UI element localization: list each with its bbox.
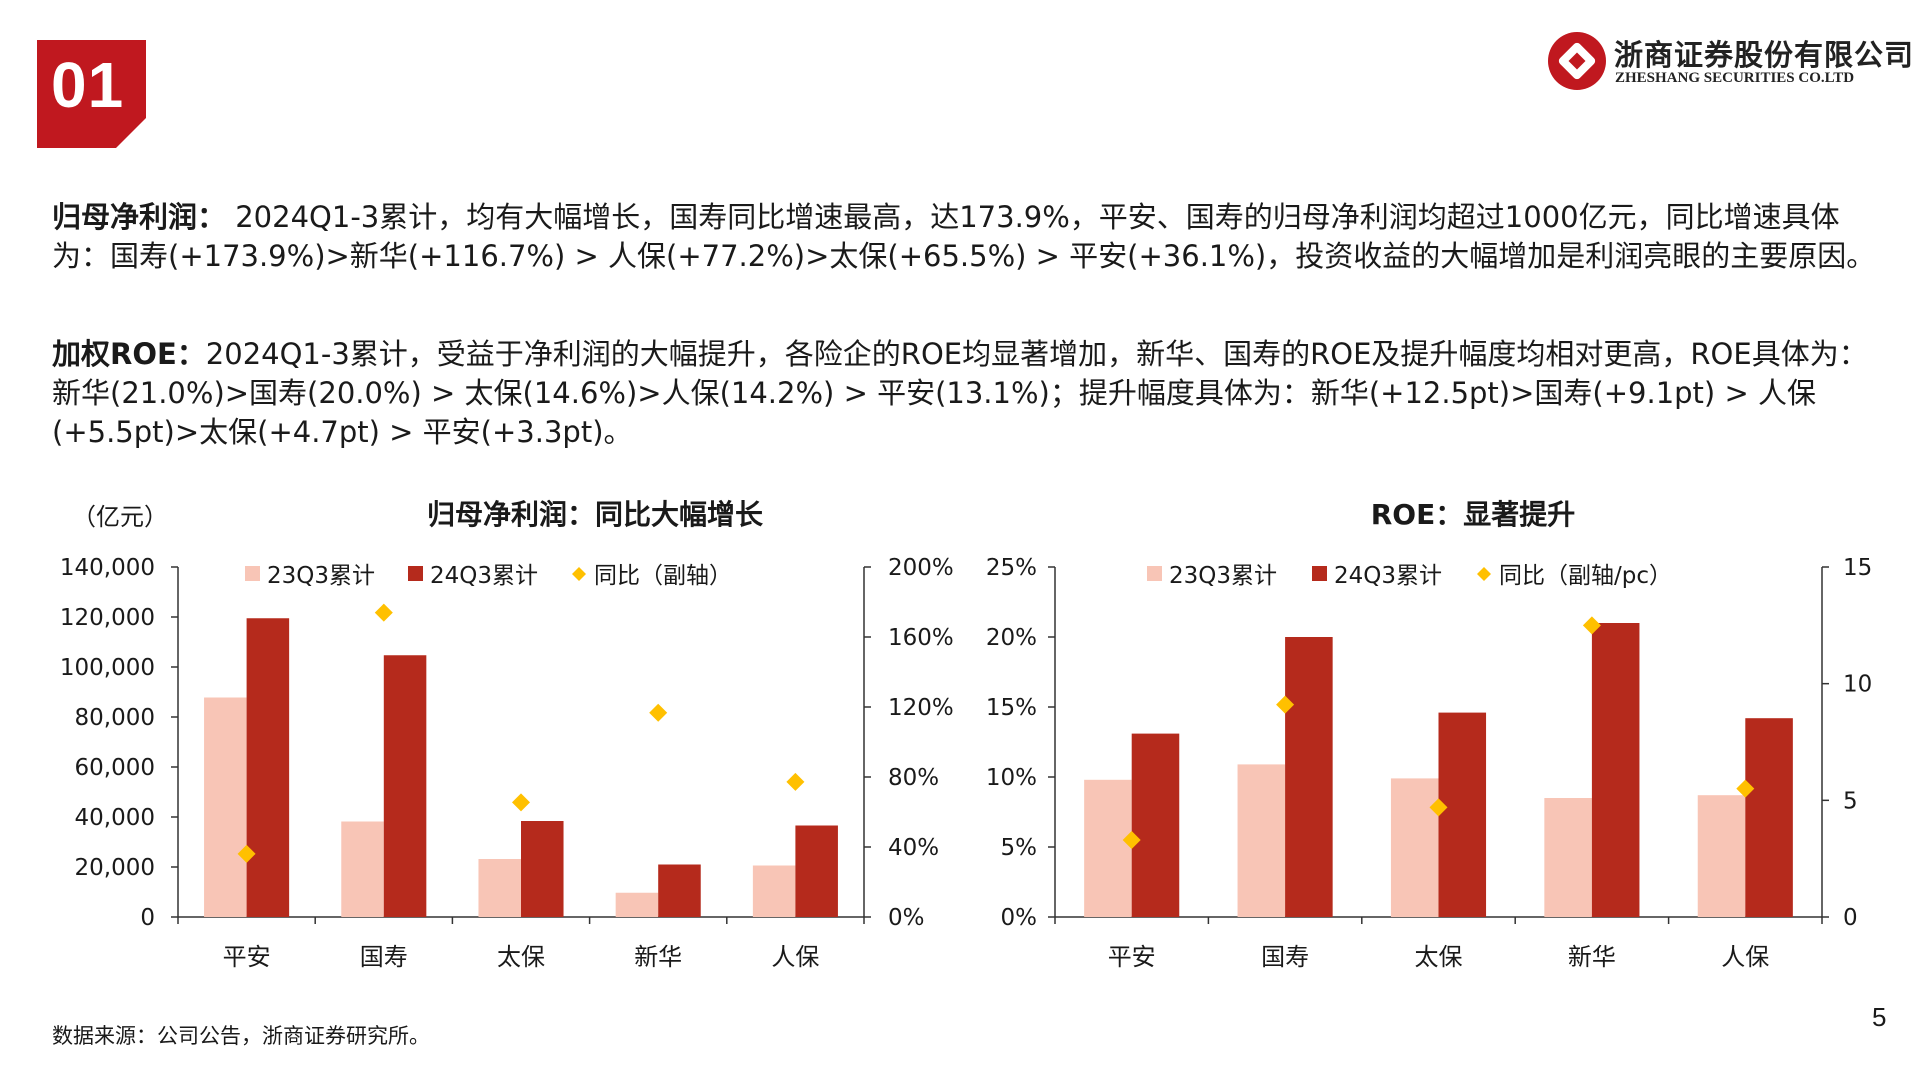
profit-legend-diamond	[572, 567, 586, 581]
profit-bar-current	[658, 864, 701, 917]
profit-legend-swatch	[245, 566, 260, 581]
profit-left-tick-label: 120,000	[60, 605, 155, 631]
profit-category-label: 平安	[223, 943, 271, 971]
profit-right-tick-label: 200%	[888, 555, 954, 581]
profit-left-tick-label: 100,000	[60, 655, 155, 681]
roe-paragraph-text: 2024Q1-3累计，受益于净利润的大幅提升，各险企的ROE均显著增加，新华、国…	[52, 337, 1868, 449]
profit-bar-current	[383, 655, 427, 917]
profit-category-label: 太保	[497, 943, 545, 971]
section-number-badge: 01	[37, 40, 146, 148]
page-number: 5	[1872, 1002, 1887, 1032]
profit-category-label: 新华	[634, 943, 682, 971]
profit-bar-prior	[752, 865, 796, 917]
profit-legend-label: 同比（副轴）	[594, 563, 732, 589]
profit-right-tick-label: 160%	[888, 625, 954, 651]
zheshang-logo-icon	[1548, 32, 1606, 90]
profit-legend-label: 23Q3累计	[267, 563, 375, 589]
logo-english-name: ZHESHANG SECURITIES CO.LTD	[1615, 70, 1855, 86]
data-source-note: 数据来源：公司公告，浙商证券研究所。	[52, 1024, 430, 1048]
profit-left-tick-label: 0	[140, 905, 155, 931]
profit-bar-prior	[478, 859, 521, 917]
profit-legend-swatch	[408, 566, 423, 581]
logo-chinese-name: 浙商证券股份有限公司	[1614, 38, 1915, 72]
profit-left-tick-label: 80,000	[75, 705, 155, 731]
profit-bar-prior	[204, 697, 247, 917]
profit-left-tick-label: 140,000	[60, 555, 155, 581]
profit-category-label: 人保	[771, 943, 819, 971]
profit-paragraph: 归母净利润： 2024Q1-3累计，均有大幅增长，国寿同比增速最高，达173.9…	[52, 198, 1882, 276]
profit-bar-current	[795, 825, 838, 917]
profit-bar-current	[521, 821, 564, 917]
profit-bar-current	[246, 618, 290, 917]
profit-bar-prior	[341, 821, 384, 917]
profit-yoy-point	[786, 772, 805, 791]
profit-left-tick-label: 60,000	[75, 755, 155, 781]
profit-paragraph-text: 2024Q1-3累计，均有大幅增长，国寿同比增速最高，达173.9%，平安、国寿…	[52, 200, 1876, 273]
profit-right-tick-label: 40%	[888, 835, 939, 861]
profit-right-tick-label: 120%	[888, 695, 954, 721]
profit-yoy-point	[649, 703, 668, 722]
profit-legend-label: 24Q3累计	[430, 563, 538, 589]
company-logo: 浙商证券股份有限公司 ZHESHANG SECURITIES CO.LTD	[1548, 30, 1913, 95]
profit-yoy-point	[374, 603, 393, 622]
profit-yoy-point	[237, 844, 256, 863]
profit-left-tick-label: 40,000	[75, 805, 155, 831]
profit-unit-label: （亿元）	[72, 503, 168, 531]
roe-paragraph-label: 加权ROE：	[52, 337, 206, 371]
profit-paragraph-label: 归母净利润：	[52, 200, 227, 234]
profit-right-tick-label: 0%	[888, 905, 925, 931]
section-number: 01	[51, 49, 125, 121]
profit-category-label: 国寿	[360, 943, 408, 971]
profit-left-tick-label: 20,000	[75, 855, 155, 881]
profit-yoy-point	[512, 793, 530, 812]
profit-chart-title: 归母净利润：同比大幅增长	[427, 498, 763, 531]
profit-right-tick-label: 80%	[888, 765, 939, 791]
profit-bar-prior	[615, 892, 659, 917]
badge-corner-fold	[116, 118, 146, 148]
roe-paragraph: 加权ROE：2024Q1-3累计，受益于净利润的大幅提升，各险企的ROE均显著增…	[52, 335, 1882, 452]
